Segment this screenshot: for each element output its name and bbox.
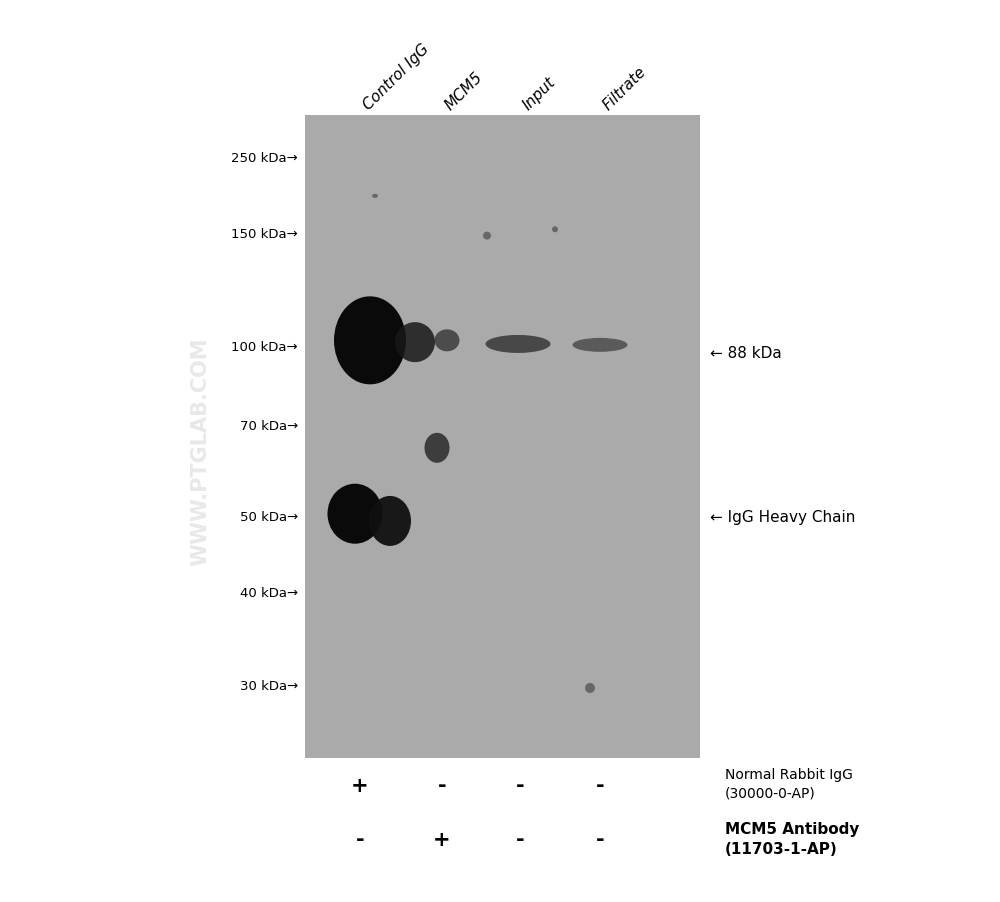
Text: 150 kDa→: 150 kDa→ xyxy=(231,228,298,241)
Ellipse shape xyxy=(395,323,435,363)
Ellipse shape xyxy=(328,484,382,544)
Text: 30 kDa→: 30 kDa→ xyxy=(240,679,298,692)
Text: 40 kDa→: 40 kDa→ xyxy=(240,586,298,599)
Text: ← 88 kDa: ← 88 kDa xyxy=(710,346,782,361)
Text: -: - xyxy=(596,829,604,849)
Text: MCM5: MCM5 xyxy=(442,69,486,113)
Text: -: - xyxy=(438,775,446,795)
Text: -: - xyxy=(356,829,364,849)
Bar xyxy=(305,115,700,758)
Ellipse shape xyxy=(434,330,460,352)
Text: Input: Input xyxy=(520,74,558,113)
Text: ← IgG Heavy Chain: ← IgG Heavy Chain xyxy=(710,510,855,524)
Text: 50 kDa→: 50 kDa→ xyxy=(240,511,298,523)
Text: -: - xyxy=(516,775,524,795)
Text: Control IgG: Control IgG xyxy=(360,41,432,113)
Text: WWW.PTGLAB.COM: WWW.PTGLAB.COM xyxy=(190,336,210,566)
Ellipse shape xyxy=(486,336,550,354)
Text: Normal Rabbit IgG
(30000-0-AP): Normal Rabbit IgG (30000-0-AP) xyxy=(725,767,853,799)
Ellipse shape xyxy=(585,683,595,694)
Ellipse shape xyxy=(483,233,491,240)
Text: Filtrate: Filtrate xyxy=(600,64,649,113)
Text: 100 kDa→: 100 kDa→ xyxy=(231,341,298,354)
Text: MCM5 Antibody
(11703-1-AP): MCM5 Antibody (11703-1-AP) xyxy=(725,822,859,856)
Ellipse shape xyxy=(572,338,628,353)
Ellipse shape xyxy=(369,496,411,547)
Text: 250 kDa→: 250 kDa→ xyxy=(231,152,298,164)
Ellipse shape xyxy=(424,433,450,464)
Text: +: + xyxy=(351,775,369,795)
Text: 70 kDa→: 70 kDa→ xyxy=(240,419,298,432)
Text: +: + xyxy=(433,829,451,849)
Ellipse shape xyxy=(552,227,558,233)
Ellipse shape xyxy=(334,297,406,385)
Text: -: - xyxy=(516,829,524,849)
Ellipse shape xyxy=(372,195,378,198)
Text: -: - xyxy=(596,775,604,795)
